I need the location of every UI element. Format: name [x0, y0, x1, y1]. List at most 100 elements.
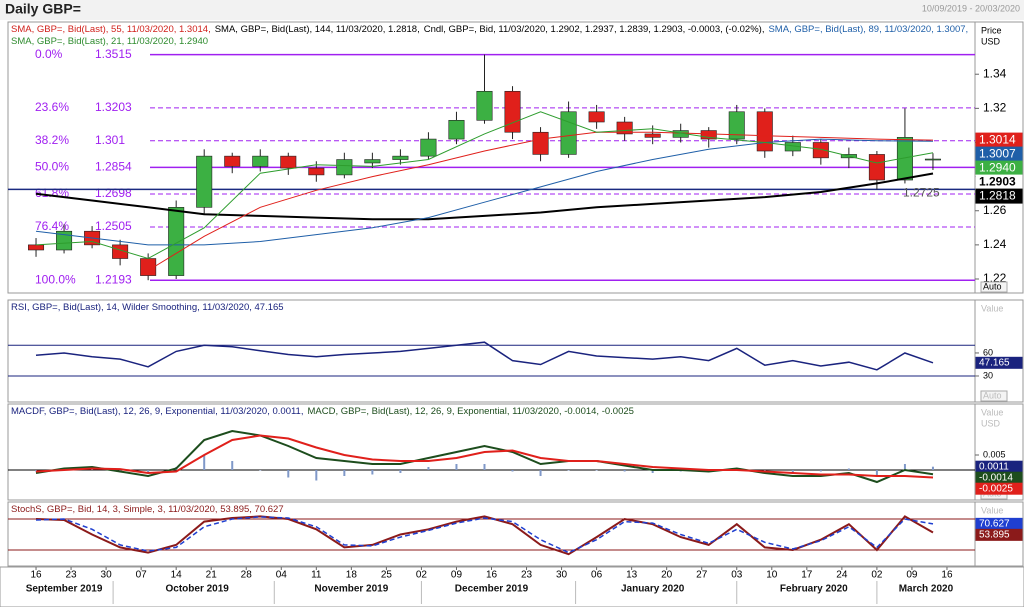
x-tick-label: 14 [171, 570, 183, 581]
value-tag [975, 356, 1023, 369]
candle-body [392, 155, 409, 160]
histogram-bar [287, 470, 290, 478]
chart-title: Daily GBP= [5, 1, 81, 17]
x-tick-label: 21 [206, 570, 218, 581]
x-tick-label: 02 [416, 570, 428, 581]
histogram-bar [931, 466, 934, 470]
legend-entry: StochS, GBP=, Bid, 14, 3, Simple, 3, 11/… [11, 504, 284, 515]
auto-button-label: Auto [983, 281, 1002, 291]
value-tag-label: 1.2818 [979, 188, 1016, 202]
series-line [35, 515, 934, 556]
histogram-bar [791, 470, 794, 473]
value-tag [975, 482, 1023, 495]
month-label: January 2020 [621, 584, 685, 595]
candle-body [644, 133, 661, 138]
histogram-bar [371, 470, 374, 475]
y-tick-label: 1.24 [983, 237, 1007, 251]
candle-body [700, 130, 717, 140]
date-range: 10/09/2019 - 20/03/2020 [922, 3, 1020, 13]
x-tick-label: 09 [451, 570, 463, 581]
candle-body [896, 137, 913, 181]
fib-percent: 50.0% [35, 160, 69, 174]
x-tick-label: 16 [941, 570, 953, 581]
fib-percent: 76.4% [35, 219, 69, 233]
legend-entry: Cndl, GBP=, Bid, 11/03/2020, 1.2902, 1.2… [424, 24, 765, 35]
series-line [35, 172, 934, 221]
y-tick-label: 1.34 [983, 66, 1007, 80]
value-tag-label: 47.165 [979, 357, 1010, 368]
candle-body [476, 90, 493, 121]
legend: RSI, GBP=, Bid(Last), 14, Wilder Smoothi… [11, 302, 284, 313]
series-line [35, 341, 934, 371]
legend-entry: MACDF, GBP=, Bid(Last), 12, 26, 9, Expon… [11, 406, 303, 417]
series-line [147, 131, 934, 271]
panel-frame [7, 501, 976, 567]
candle-body [196, 155, 213, 208]
y-tick-label: 0.005 [983, 449, 1006, 459]
histogram-bar [483, 464, 486, 470]
axis-header: Price [981, 25, 1002, 35]
candle-body [616, 121, 633, 135]
value-tag [975, 188, 1023, 204]
x-tick-label: 10 [766, 570, 778, 581]
x-tick-label: 17 [801, 570, 813, 581]
legend-entry: SMA, GBP=, Bid(Last), 89, 11/03/2020, 1.… [768, 24, 968, 35]
x-tick-label: 16 [486, 570, 498, 581]
candle-body [448, 119, 465, 140]
candle-body [812, 142, 829, 159]
fib-value: 1.2505 [95, 219, 132, 233]
month-label: February 2020 [780, 584, 848, 595]
x-tick-label: 23 [521, 570, 533, 581]
candle-body [728, 111, 745, 140]
fib-value: 1.3203 [95, 100, 132, 114]
histogram-bar [455, 464, 458, 470]
legend-entry: MACD, GBP=, Bid(Last), 12, 26, 9, Expone… [307, 406, 633, 417]
x-tick-label: 02 [871, 570, 883, 581]
series-line [35, 111, 934, 260]
fib-percent: 0.0% [35, 47, 63, 61]
x-tick-label: 20 [661, 570, 673, 581]
y-tick-label: 1.32 [983, 101, 1007, 115]
candle-body [280, 155, 297, 169]
candle-body [532, 131, 549, 155]
value-tag [975, 528, 1023, 541]
value-tag-label: 1.2940 [979, 160, 1016, 174]
legend: SMA, GBP=, Bid(Last), 21, 11/03/2020, 1.… [11, 36, 208, 47]
x-tick-label: 04 [276, 570, 288, 581]
candle-body [560, 111, 577, 155]
candle-body [420, 138, 437, 157]
legend: StochS, GBP=, Bid, 14, 3, Simple, 3, 11/… [11, 504, 284, 515]
panel-frame [7, 299, 976, 403]
histogram-bar [231, 461, 234, 470]
fib-percent: 100.0% [35, 272, 76, 286]
value-tag-label: -0.0025 [979, 483, 1013, 494]
histogram-bar [259, 470, 262, 471]
series-line [35, 434, 934, 479]
legend-entry: SMA, GBP=, Bid(Last), 21, 11/03/2020, 1.… [11, 36, 208, 47]
axis-header: USD [981, 418, 1001, 428]
y-tick-label: 60 [983, 347, 993, 357]
x-tick-label: 23 [66, 570, 78, 581]
value-tag-label: 1.2903 [979, 174, 1016, 188]
histogram-bar [847, 468, 850, 470]
series-line [35, 429, 934, 484]
x-tick-label: 30 [556, 570, 568, 581]
legend-entry: SMA, GBP=, Bid(Last), 55, 11/03/2020, 1.… [11, 24, 211, 35]
fib-value: 1.3515 [95, 47, 132, 61]
date-axis [0, 566, 1024, 607]
month-label: March 2020 [899, 584, 954, 595]
x-tick-label: 13 [626, 570, 638, 581]
title-bar [0, 0, 1024, 20]
candle-body [56, 230, 73, 251]
auto-button [980, 390, 1008, 402]
candle-body [224, 155, 241, 167]
candle-body [588, 111, 605, 123]
series-line [35, 516, 934, 554]
histogram-bar [147, 470, 150, 473]
axis-header: USD [981, 36, 1001, 46]
x-tick-label: 16 [30, 570, 42, 581]
support-label: 1.2725 [903, 186, 940, 200]
x-tick-label: 18 [346, 570, 358, 581]
value-tag-label: 1.3014 [979, 132, 1016, 146]
